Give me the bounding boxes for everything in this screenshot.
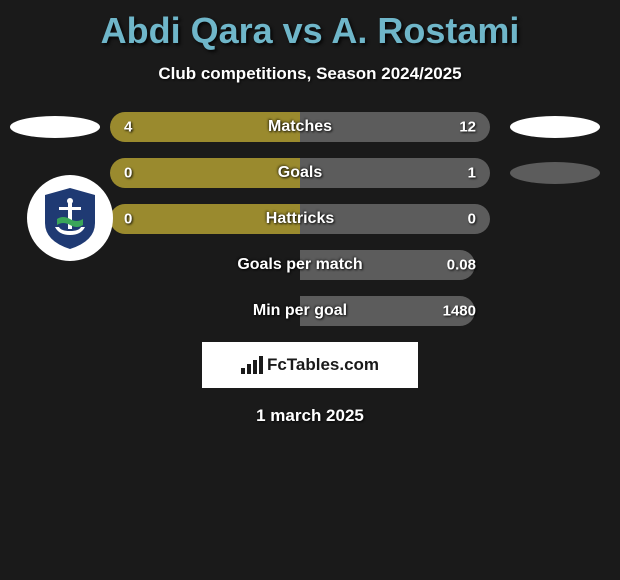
club-badge-icon: [35, 183, 105, 253]
stat-bar: Goals per match 0.08: [110, 250, 490, 280]
bar-half-left: [110, 158, 300, 188]
stat-value-left: 0: [124, 211, 132, 228]
left-col: [0, 116, 110, 138]
player-ellipse-right: [510, 162, 600, 184]
subtitle: Club competitions, Season 2024/2025: [0, 64, 620, 84]
stat-label: Matches: [268, 118, 332, 136]
fctables-box[interactable]: FcTables.com: [202, 342, 418, 388]
stat-value-right: 12: [459, 119, 476, 136]
club-badge: [27, 175, 113, 261]
page-title: Abdi Qara vs A. Rostami: [0, 0, 620, 52]
right-col: [490, 116, 620, 138]
fctables-logo: FcTables.com: [241, 355, 379, 375]
stat-value-left: 0: [124, 165, 132, 182]
stat-value-right: 0: [468, 211, 476, 228]
stat-value-right: 1480: [443, 303, 476, 320]
stat-bar: Goals 0 1: [110, 158, 490, 188]
stat-row: Min per goal 1480: [0, 296, 620, 326]
bar-chart-icon: [241, 356, 263, 374]
stat-label: Goals: [278, 164, 322, 182]
stat-label: Min per goal: [253, 302, 347, 320]
player-ellipse-left: [10, 116, 100, 138]
stat-bar: Matches 4 12: [110, 112, 490, 142]
bar-fill-right: [300, 158, 490, 188]
player-ellipse-right: [510, 116, 600, 138]
fctables-label: FcTables.com: [267, 355, 379, 375]
stat-label: Hattricks: [266, 210, 334, 228]
bar-half-right: [300, 158, 490, 188]
bar-fill-left: [110, 158, 300, 188]
stat-row: Matches 4 12: [0, 112, 620, 142]
stat-value-right: 1: [468, 165, 476, 182]
stat-bar: Hattricks 0 0: [110, 204, 490, 234]
date-label: 1 march 2025: [0, 406, 620, 426]
right-col: [490, 162, 620, 184]
stat-label: Goals per match: [237, 256, 362, 274]
stat-value-left: 4: [124, 119, 132, 136]
stat-row: Goals per match 0.08: [0, 250, 620, 280]
stat-value-right: 0.08: [447, 257, 476, 274]
stat-bar: Min per goal 1480: [110, 296, 490, 326]
